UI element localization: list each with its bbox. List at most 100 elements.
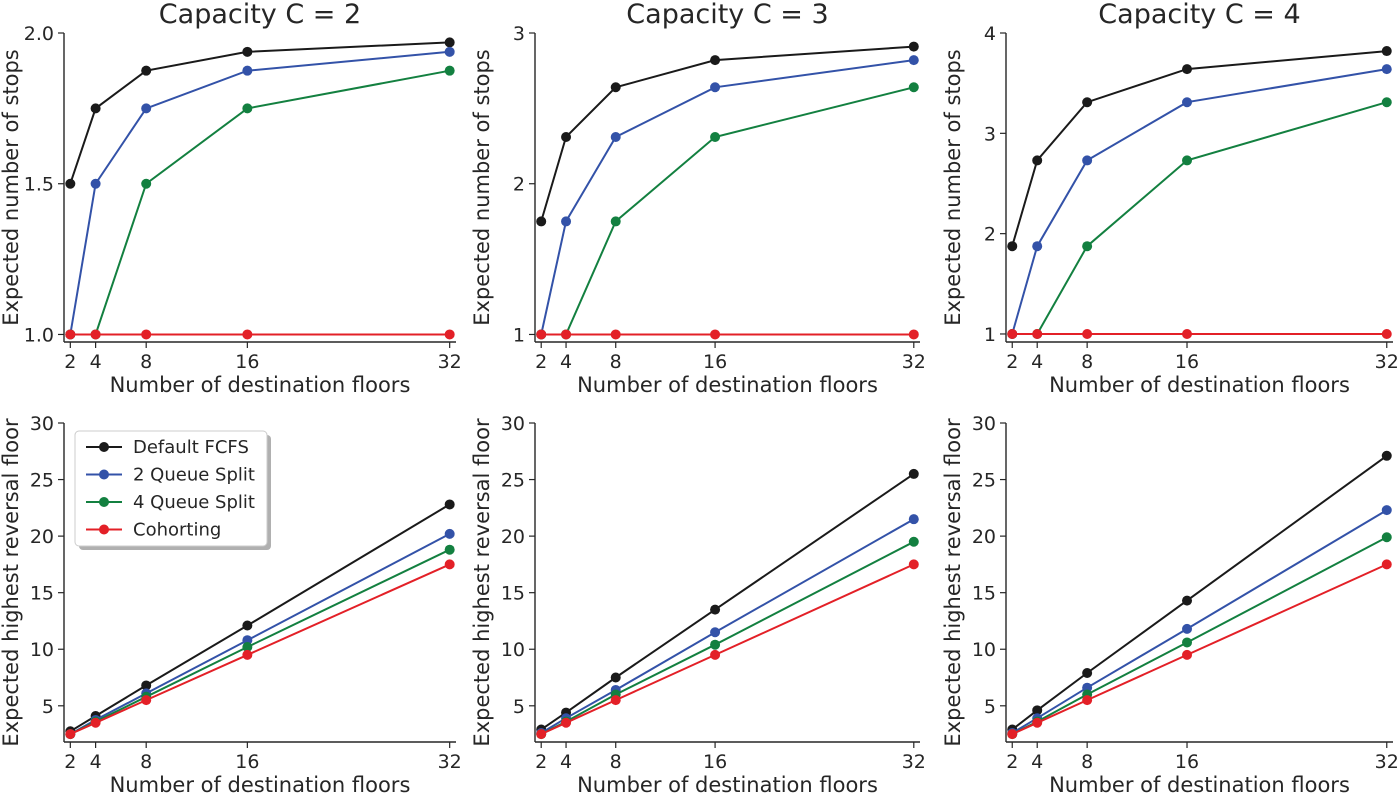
y-tick-label: 30 <box>972 413 996 435</box>
data-point-2-queue-split <box>1182 623 1193 634</box>
data-point-4-queue-split <box>141 178 152 189</box>
x-tick-label: 16 <box>235 351 259 373</box>
data-point-4-queue-split <box>1381 97 1392 108</box>
x-axis-label: Number of destination floors <box>1049 773 1350 797</box>
data-point-default-fcfs <box>1007 241 1018 252</box>
y-tick-label: 20 <box>501 526 525 548</box>
x-tick-label: 8 <box>1081 351 1093 373</box>
x-tick-label: 32 <box>902 351 926 373</box>
x-tick-label: 2 <box>535 351 547 373</box>
legend: Default FCFS 2 Queue Split 4 Queue Split Co… <box>74 430 271 550</box>
data-point-2-queue-split <box>242 65 253 76</box>
data-point-default-fcfs <box>1032 155 1043 166</box>
y-tick-label: 5 <box>513 696 525 718</box>
data-point-cohorting <box>1082 328 1093 339</box>
chart-panel-6: 2 4 8 16 32 5 10 15 20 25 30 Number of destination … <box>941 413 1399 797</box>
data-point-cohorting <box>1032 328 1043 339</box>
x-tick-label: 16 <box>703 751 727 773</box>
data-point-default-fcfs <box>908 41 919 52</box>
x-axis-label: Number of destination floors <box>110 773 411 797</box>
data-point-cohorting <box>536 729 547 740</box>
data-point-cohorting <box>1007 328 1018 339</box>
legend-marker-4-queue-split <box>99 497 109 507</box>
data-point-default-fcfs <box>444 37 455 48</box>
y-tick-label: 3 <box>984 123 996 145</box>
x-tick-label: 8 <box>140 751 152 773</box>
legend-label: Default FCFS <box>133 437 249 458</box>
data-point-2-queue-split <box>710 627 721 638</box>
data-point-2-queue-split <box>610 132 621 143</box>
x-tick-label: 4 <box>90 751 102 773</box>
data-point-default-fcfs <box>444 499 455 510</box>
data-point-2-queue-split <box>444 46 455 57</box>
x-tick-label: 16 <box>235 751 259 773</box>
x-tick-label: 16 <box>703 351 727 373</box>
y-axis-label: Expected highest reversal floor <box>941 418 965 747</box>
y-tick-label: 2 <box>513 174 525 196</box>
legend-marker-default-fcfs <box>99 442 109 452</box>
data-point-default-fcfs <box>610 82 621 93</box>
data-point-4-queue-split <box>1381 532 1392 543</box>
data-point-default-fcfs <box>1082 667 1093 678</box>
data-point-2-queue-split <box>1381 64 1392 75</box>
x-tick-label: 32 <box>438 751 462 773</box>
data-point-default-fcfs <box>1381 46 1392 57</box>
data-point-2-queue-split <box>141 103 152 114</box>
x-axis-label: Number of destination floors <box>110 373 411 397</box>
x-tick-label: 2 <box>535 751 547 773</box>
data-point-cohorting <box>908 329 919 340</box>
y-tick-label: 2.0 <box>24 23 54 45</box>
data-point-default-fcfs <box>90 103 101 114</box>
chart-panel-1: 2 4 8 16 32 1.0 1.5 2.0 Number of destination fl… <box>0 0 462 397</box>
x-tick-label: 4 <box>560 351 572 373</box>
data-point-4-queue-split <box>444 544 455 555</box>
data-point-4-queue-split <box>710 639 721 650</box>
x-tick-label: 2 <box>1006 751 1018 773</box>
y-tick-label: 4 <box>984 23 996 45</box>
data-point-cohorting <box>65 729 76 740</box>
x-tick-label: 2 <box>64 351 76 373</box>
data-point-default-fcfs <box>710 604 721 615</box>
x-axis-label: Number of destination floors <box>1049 373 1350 397</box>
data-point-cohorting <box>610 695 621 706</box>
x-axis-label: Number of destination floors <box>577 373 878 397</box>
data-point-cohorting <box>1182 328 1193 339</box>
y-tick-label: 25 <box>972 470 996 492</box>
data-point-4-queue-split <box>1182 637 1193 648</box>
legend-label: Cohorting <box>133 520 221 541</box>
y-axis-label: Expected highest reversal floor <box>0 418 23 747</box>
data-point-default-fcfs <box>1032 705 1043 716</box>
x-tick-label: 8 <box>610 351 622 373</box>
data-point-4-queue-split <box>1182 155 1193 166</box>
data-point-cohorting <box>141 329 152 340</box>
data-point-2-queue-split <box>561 216 572 227</box>
y-tick-label: 2 <box>984 224 996 246</box>
data-point-cohorting <box>444 329 455 340</box>
data-point-cohorting <box>1032 717 1043 728</box>
y-tick-label: 15 <box>972 583 996 605</box>
x-tick-label: 4 <box>90 351 102 373</box>
x-tick-label: 4 <box>560 751 572 773</box>
x-tick-label: 16 <box>1175 351 1199 373</box>
data-point-4-queue-split <box>908 536 919 547</box>
legend-label: 2 Queue Split <box>133 465 255 486</box>
data-point-4-queue-split <box>908 82 919 93</box>
y-tick-label: 5 <box>984 696 996 718</box>
y-axis-label: Expected number of stops <box>0 49 23 326</box>
y-tick-label: 30 <box>30 413 54 435</box>
y-tick-label: 20 <box>30 526 54 548</box>
y-tick-label: 5 <box>42 696 54 718</box>
x-tick-label: 4 <box>1031 351 1043 373</box>
data-point-default-fcfs <box>242 620 253 631</box>
y-tick-label: 15 <box>501 583 525 605</box>
chart-panel-4: 2 4 8 16 32 5 10 15 20 25 30 Number of destination … <box>0 413 462 797</box>
data-point-4-queue-split <box>444 65 455 76</box>
data-point-cohorting <box>1381 559 1392 570</box>
data-point-cohorting <box>1007 729 1018 740</box>
data-point-cohorting <box>1082 695 1093 706</box>
data-point-default-fcfs <box>1381 450 1392 461</box>
data-point-cohorting <box>710 329 721 340</box>
legend-marker-2-queue-split <box>99 469 109 480</box>
